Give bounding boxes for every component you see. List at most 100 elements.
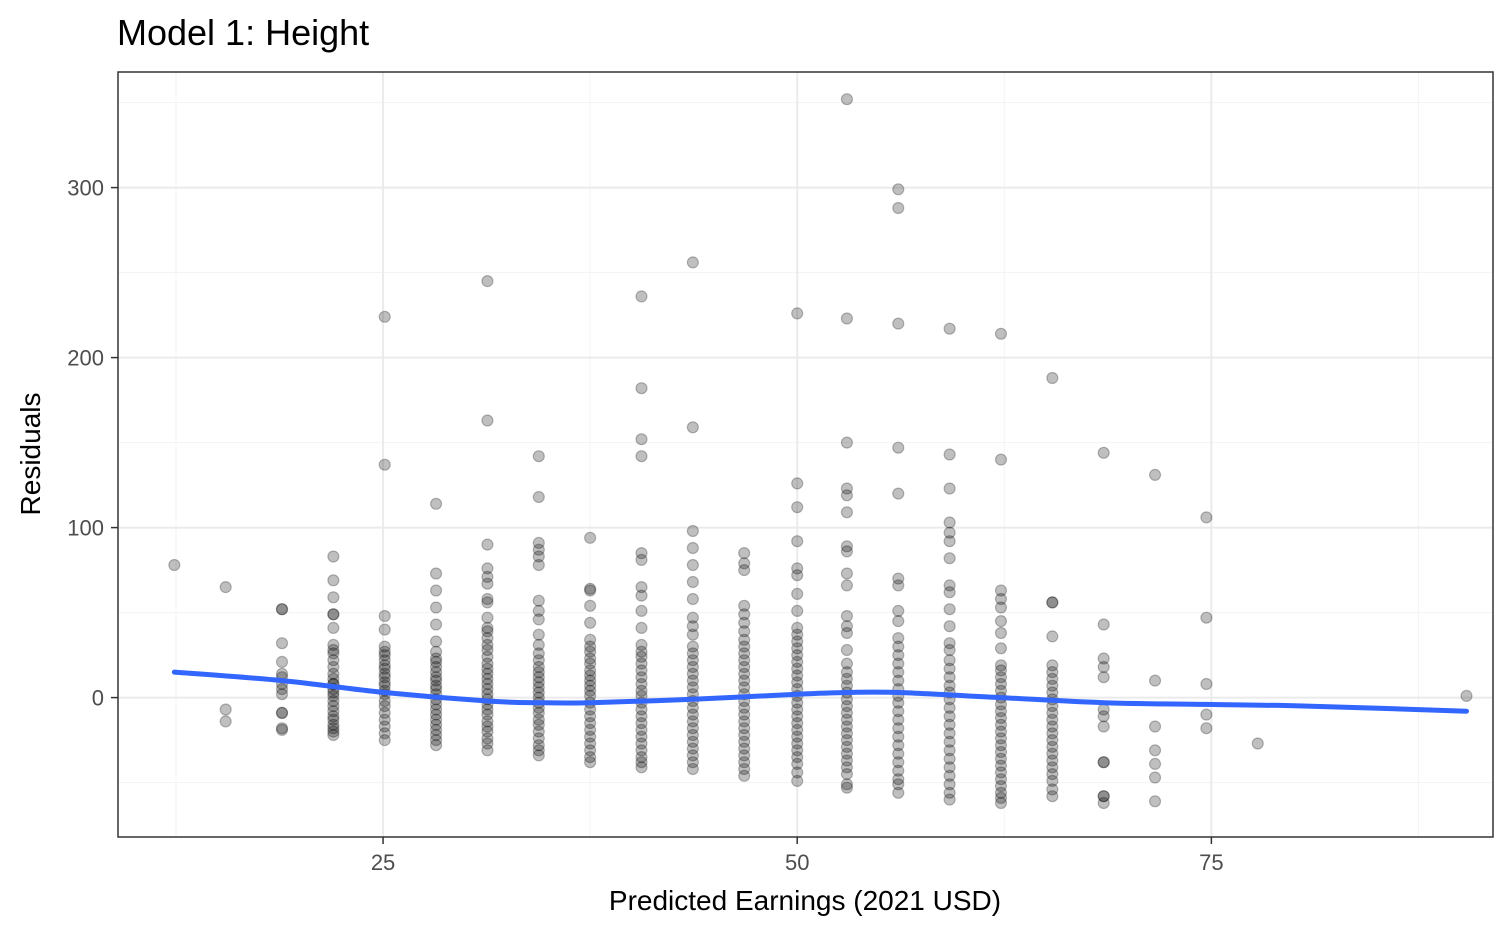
- data-point: [481, 638, 494, 652]
- data-point: [791, 744, 804, 757]
- data-point: [481, 677, 494, 691]
- data-point: [584, 633, 597, 646]
- data-point: [994, 601, 1008, 614]
- data-point: [1148, 757, 1162, 771]
- data-point: [327, 643, 340, 657]
- data-point: [840, 720, 854, 733]
- data-point: [635, 730, 648, 743]
- data-point: [738, 749, 751, 762]
- data-point: [840, 506, 854, 519]
- data-point: [481, 744, 494, 757]
- data-point: [481, 562, 494, 575]
- data-point: [943, 701, 956, 714]
- data-point: [327, 722, 340, 735]
- data-point: [840, 482, 854, 495]
- data-point: [943, 620, 956, 633]
- data-point: [1046, 740, 1059, 754]
- data-point: [1046, 733, 1059, 747]
- data-point: [738, 769, 751, 782]
- data-point: [994, 786, 1008, 799]
- data-point: [429, 682, 443, 696]
- data-point: [378, 713, 391, 726]
- data-point: [840, 436, 854, 449]
- data-point: [327, 718, 340, 731]
- data-point: [481, 732, 494, 745]
- data-point: [584, 599, 597, 612]
- data-point: [481, 592, 494, 606]
- data-point: [840, 312, 854, 325]
- data-point: [1046, 659, 1059, 672]
- data-point: [686, 592, 699, 606]
- data-point: [378, 706, 391, 720]
- data-point: [738, 674, 751, 687]
- x-tick-label: 50: [785, 850, 809, 875]
- data-point: [327, 705, 340, 718]
- data-point: [635, 703, 648, 716]
- data-point: [429, 497, 443, 510]
- data-point: [327, 710, 340, 723]
- x-tick-label: 25: [371, 850, 395, 875]
- data-point: [532, 749, 545, 762]
- data-point: [327, 654, 340, 667]
- data-point: [635, 737, 648, 750]
- data-point: [481, 725, 494, 738]
- data-point: [994, 626, 1008, 640]
- data-point: [584, 750, 597, 764]
- data-point: [429, 739, 443, 752]
- data-point: [429, 703, 443, 716]
- data-point: [481, 621, 494, 635]
- data-point: [943, 526, 956, 539]
- data-point: [738, 647, 751, 660]
- data-point: [943, 679, 956, 692]
- data-point: [791, 628, 804, 641]
- panel-border: [117, 71, 1494, 838]
- data-point: [584, 645, 597, 658]
- data-point: [943, 710, 956, 723]
- data-point: [1046, 774, 1059, 788]
- data-point: [584, 723, 597, 737]
- data-point: [840, 747, 854, 760]
- data-point: [481, 625, 494, 638]
- data-point: [994, 642, 1008, 655]
- data-point: [532, 550, 545, 563]
- data-point: [892, 747, 905, 760]
- data-point: [943, 744, 956, 757]
- data-point: [378, 733, 391, 747]
- data-point: [892, 722, 905, 735]
- data-point: [791, 655, 804, 669]
- data-point: [327, 699, 340, 713]
- data-point: [1097, 618, 1110, 631]
- data-point: [738, 762, 751, 776]
- data-point: [791, 501, 804, 514]
- data-point: [840, 727, 854, 740]
- axes: 25 50 75 0 100 200 300: [67, 176, 1223, 875]
- data-point: [532, 681, 545, 694]
- data-point: [429, 655, 443, 669]
- data-point: [892, 665, 905, 679]
- data-point: [994, 745, 1008, 759]
- data-point: [943, 718, 956, 731]
- data-point: [840, 93, 854, 106]
- data-point: [686, 667, 699, 680]
- data-point: [635, 664, 648, 677]
- data-point: [686, 620, 699, 633]
- data-point: [532, 713, 545, 726]
- data-point: [584, 744, 597, 757]
- data-point: [943, 793, 956, 806]
- data-point: [943, 579, 956, 592]
- data-point: [840, 579, 854, 592]
- data-point: [635, 290, 648, 303]
- data-point: [738, 557, 751, 570]
- data-point: [738, 756, 751, 769]
- data-point: [378, 659, 391, 672]
- data-point: [275, 706, 289, 720]
- data-point: [686, 749, 699, 762]
- data-point: [429, 645, 443, 658]
- data-point: [892, 631, 905, 645]
- data-point: [275, 655, 289, 669]
- data-point: [791, 669, 804, 682]
- data-point: [481, 570, 494, 584]
- data-point: [635, 433, 648, 446]
- data-point: [738, 681, 751, 694]
